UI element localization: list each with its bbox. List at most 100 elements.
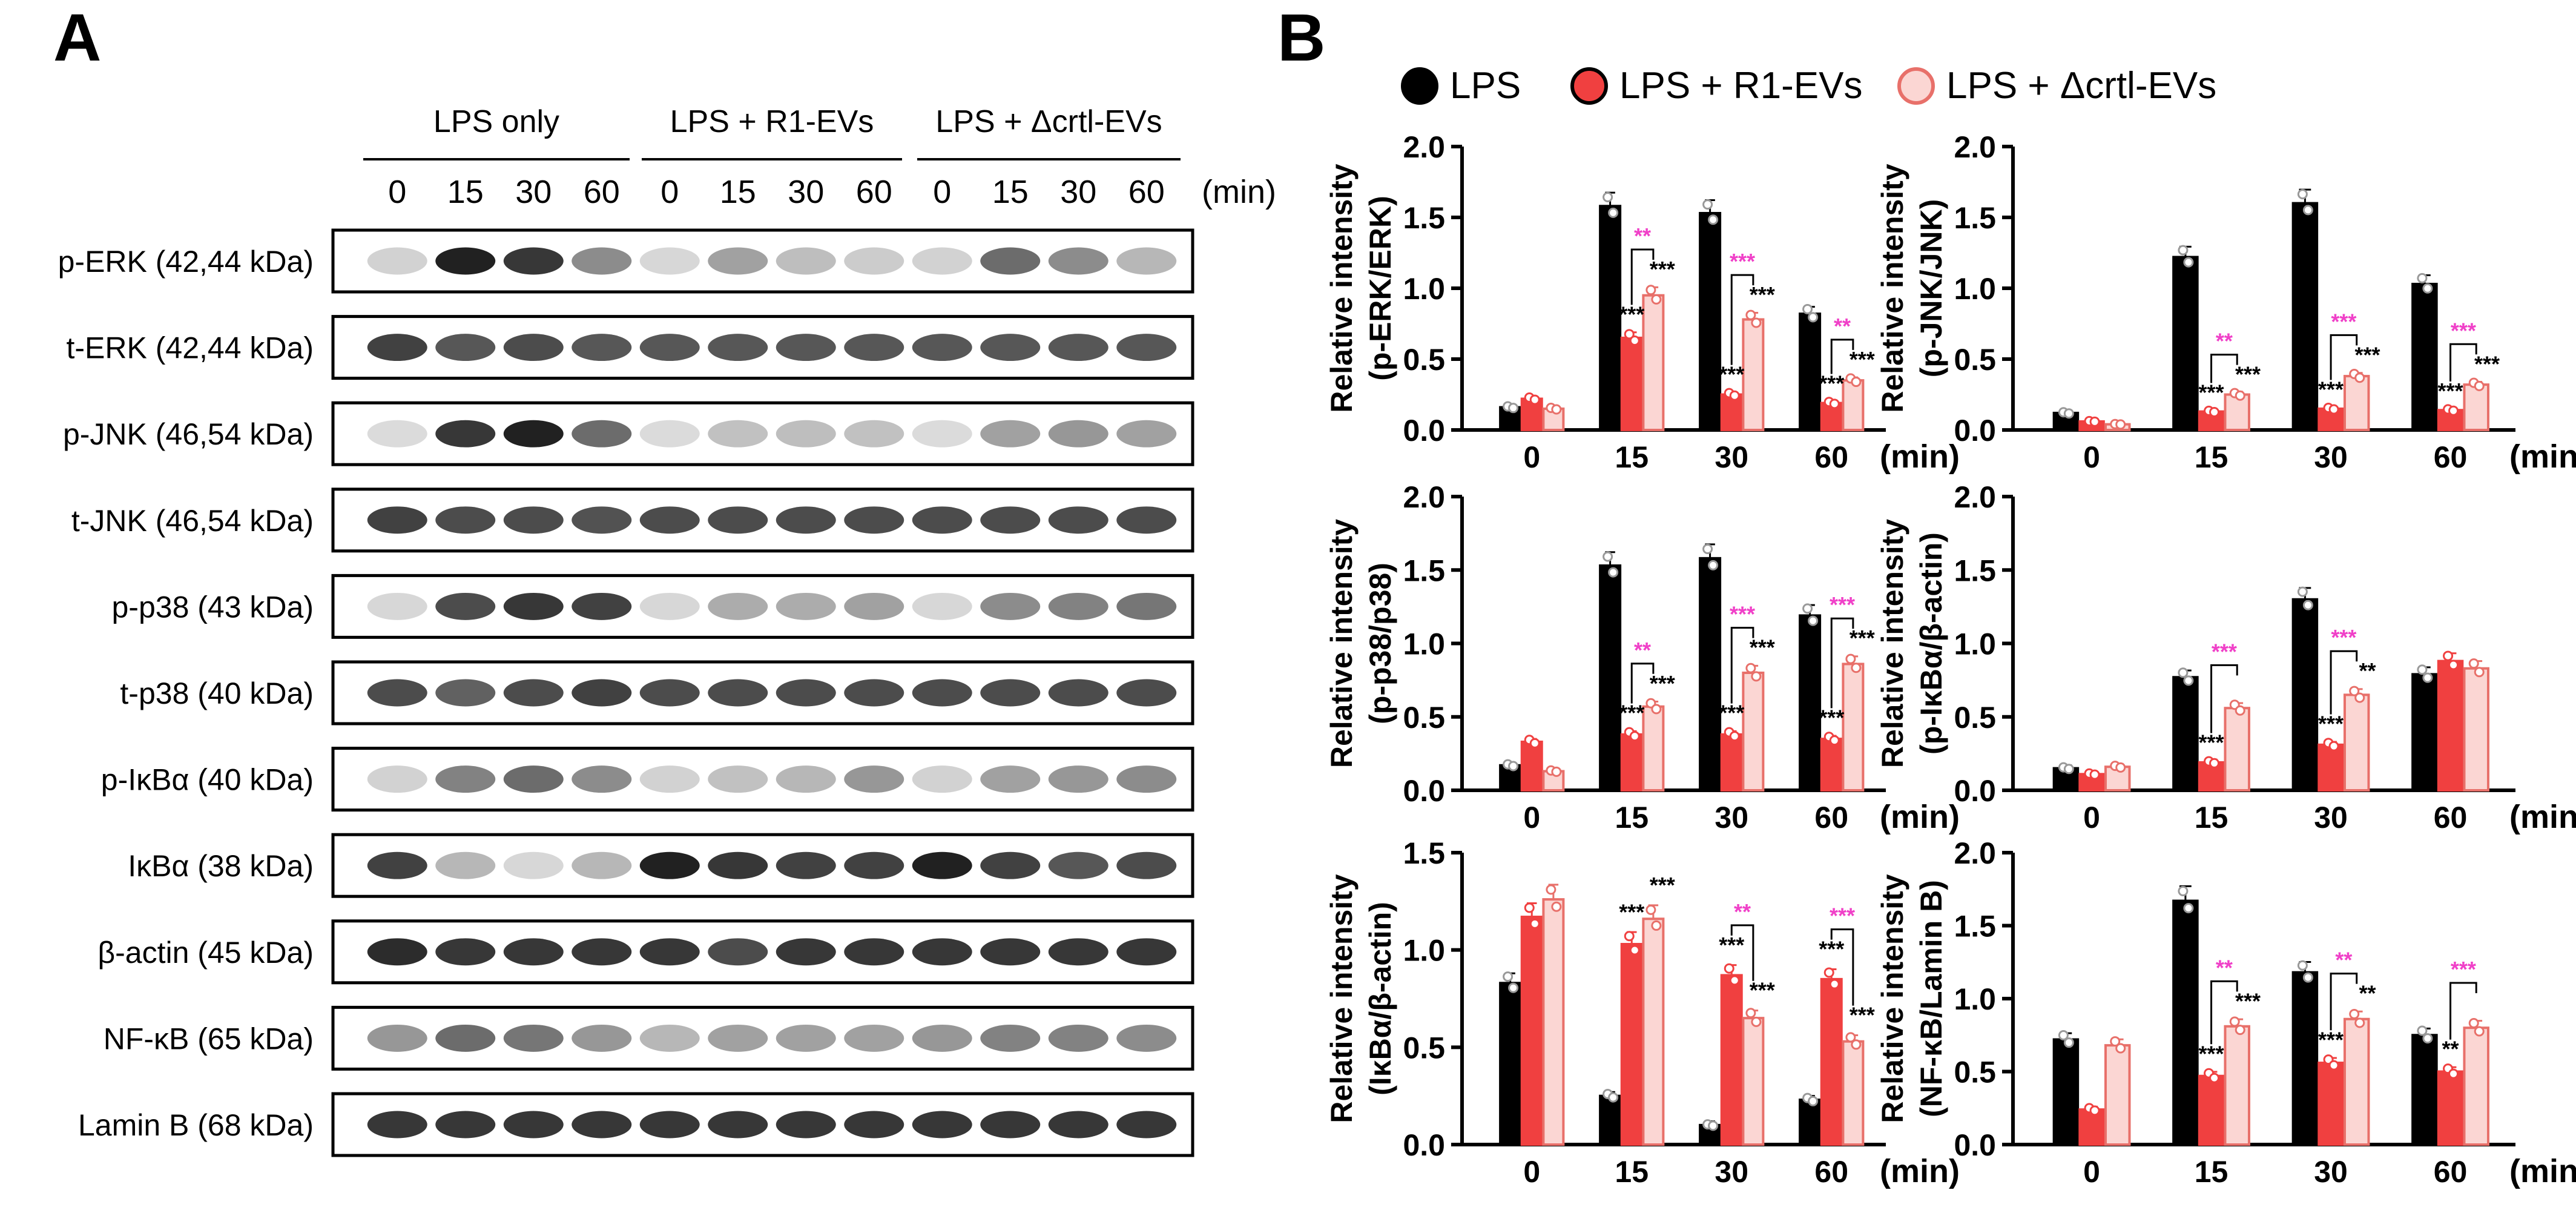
y-tick-label: 1.5	[1954, 201, 1996, 235]
lane-time-label: 15	[720, 174, 756, 210]
x-tick-label: 15	[1615, 1155, 1649, 1189]
y-tick-label: 0.5	[1403, 701, 1445, 735]
data-point	[2354, 692, 2365, 703]
y-tick-label: 1.0	[1954, 272, 1996, 306]
significance-mark: ***	[1819, 705, 1844, 730]
data-point	[1624, 329, 1635, 340]
bar	[2411, 673, 2438, 792]
lane-time-label: 30	[788, 174, 824, 210]
legend-label: LPS	[1450, 65, 1521, 107]
x-tick-label: 30	[2314, 801, 2348, 835]
data-point	[1651, 920, 1662, 931]
lane-time-label: 60	[856, 174, 892, 210]
significance-bracket	[1830, 617, 1854, 709]
data-point	[2474, 667, 2485, 678]
y-tick-label: 2.0	[1403, 480, 1445, 514]
y-tick-label: 1.0	[1954, 627, 1996, 661]
x-tick-label: 0	[2083, 1155, 2100, 1189]
significance-mark: ***	[2235, 362, 2261, 387]
significance-mark: ***	[2318, 712, 2344, 736]
bar	[1520, 916, 1543, 1146]
x-unit-label: (min)	[2509, 799, 2576, 835]
data-point	[2302, 205, 2313, 216]
data-point	[1603, 551, 1613, 562]
significance-mark: ***	[1650, 873, 1675, 897]
blot-band	[912, 765, 972, 793]
y-tick-label: 0.5	[1954, 343, 1996, 377]
y-tick-label: 1.0	[1403, 934, 1445, 968]
significance-mark: ***	[1719, 933, 1744, 957]
significance-mark: ***	[1750, 282, 1775, 307]
bar	[2343, 1017, 2370, 1146]
significance-mark: ***	[1719, 362, 1744, 387]
y-tick-label: 1.0	[1403, 272, 1445, 306]
y-tick-label: 1.5	[1954, 910, 1996, 944]
data-point	[1524, 902, 1535, 913]
data-point	[1745, 309, 1756, 320]
x-tick-label: 0	[1523, 801, 1540, 835]
significance-mark: ***	[1819, 937, 1844, 962]
blot-band	[776, 334, 836, 362]
bar-chart: 0.0 0.5 1.0 1.5 2.0 Relative intensity (p-IκBα…	[1876, 480, 2576, 835]
data-point	[1708, 560, 1719, 570]
blot-band	[980, 1024, 1041, 1052]
data-point	[2354, 372, 2365, 383]
data-point	[2178, 885, 2189, 896]
blot-band	[367, 592, 427, 620]
blot-band	[1048, 679, 1108, 707]
data-point	[2235, 1025, 2245, 1036]
y-tick-label: 1.0	[1954, 982, 1996, 1016]
blot-band	[572, 247, 632, 275]
data-point	[1829, 398, 1840, 409]
data-point	[1508, 761, 1519, 772]
bar	[1799, 614, 1822, 792]
significance-bracket	[2210, 664, 2238, 733]
blot-band	[912, 506, 972, 534]
blot-band	[435, 1024, 496, 1052]
blot-band	[776, 592, 836, 620]
y-axis-label: (IκBα/β-actin)	[1363, 902, 1397, 1096]
data-point	[1608, 207, 1619, 218]
data-point	[2297, 189, 2308, 200]
blot-band	[708, 851, 768, 879]
data-point	[1624, 931, 1635, 942]
blot-band	[639, 938, 700, 966]
data-point	[1851, 663, 1862, 673]
y-tick-label: 1.5	[1403, 554, 1445, 587]
data-point	[2302, 600, 2313, 610]
blot-band	[639, 765, 700, 793]
panel-a-western-blots: A LPS only LPS + R1-EVs LPS + Δcrtl-EVs 0 15…	[53, 1, 1276, 1157]
bar	[2343, 693, 2370, 792]
significance-mark: ***	[1850, 347, 1875, 372]
data-point	[2468, 658, 2479, 669]
y-tick-label: 0.0	[1954, 774, 1996, 808]
data-point	[1551, 766, 1562, 777]
blot-band	[708, 506, 768, 534]
blot-band	[503, 506, 564, 534]
lane-time-label: 30	[515, 174, 552, 210]
significance-bracket	[2210, 354, 2238, 383]
significance-bracket	[1730, 627, 1754, 704]
significance-bracket	[2210, 980, 2238, 1045]
significance-bracket	[1730, 274, 1754, 365]
blot-band	[1116, 765, 1177, 793]
significance-mark: ***	[1730, 602, 1755, 627]
data-point	[1845, 653, 1856, 664]
data-point	[1651, 704, 1662, 715]
data-point	[1529, 738, 1540, 749]
blot-label: t-ERK (42,44 kDa)	[67, 331, 314, 365]
bar	[1842, 379, 1865, 431]
x-tick-label: 60	[1814, 440, 1848, 474]
y-tick-label: 1.5	[1403, 201, 1445, 235]
y-tick-label: 2.0	[1954, 130, 1996, 164]
data-point	[2063, 764, 2074, 775]
data-point	[1724, 963, 1734, 974]
blot-band	[1116, 1111, 1177, 1139]
significance-mark: **	[2442, 1037, 2459, 1062]
blot-band	[1116, 679, 1177, 707]
blot-band	[1116, 938, 1177, 966]
data-point	[1802, 303, 1813, 314]
blot-band	[708, 765, 768, 793]
data-point	[2058, 1030, 2069, 1041]
